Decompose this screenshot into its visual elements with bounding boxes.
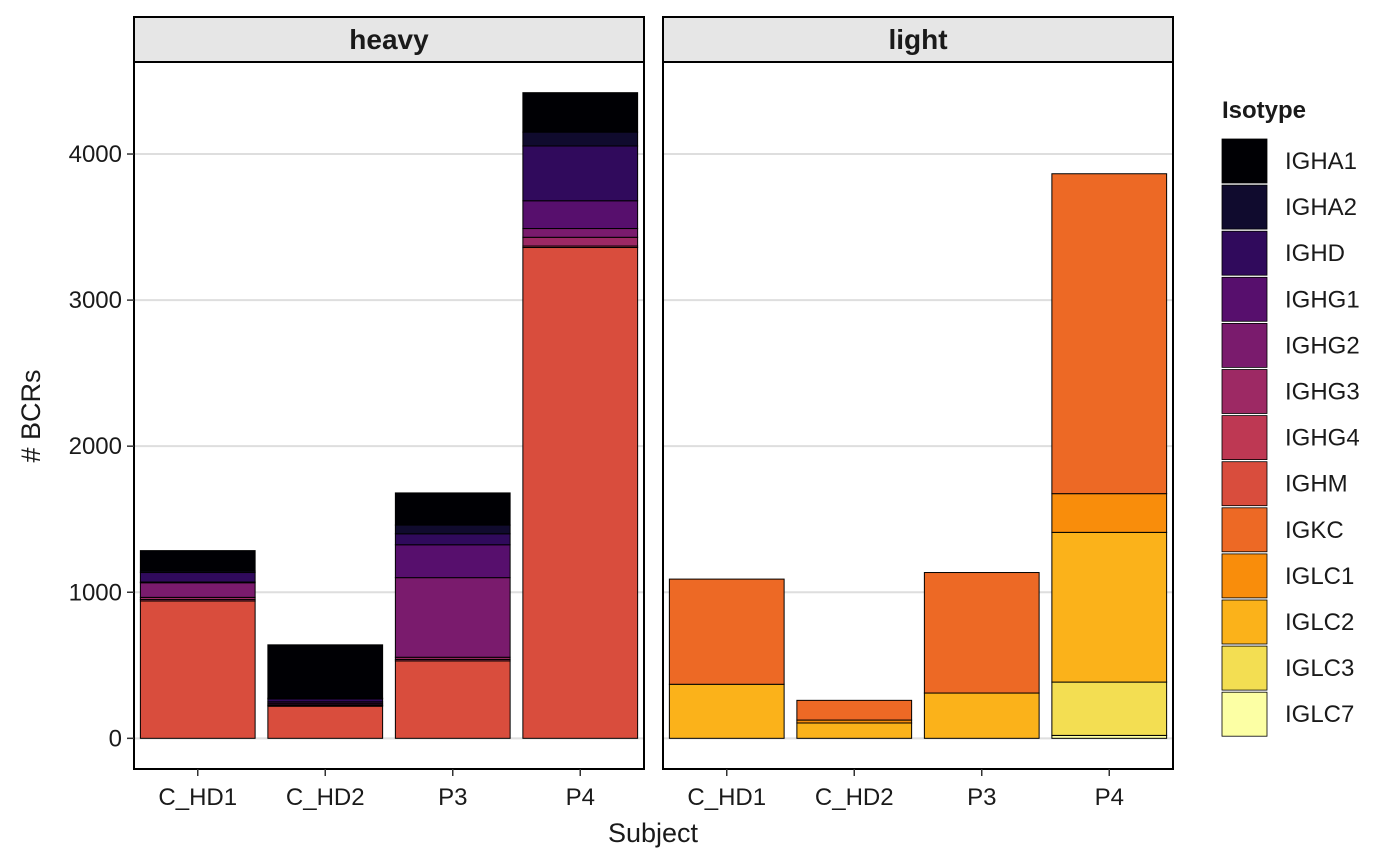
x-axis-title: Subject bbox=[608, 818, 699, 848]
bar-segment-light-P4-IGLC1 bbox=[1051, 493, 1168, 533]
bar-segment-heavy-P3-IGHA2 bbox=[394, 524, 511, 535]
legend-label: IGHA2 bbox=[1285, 194, 1357, 221]
legend-key-IGLC2 bbox=[1221, 599, 1268, 645]
legend: Isotype IGHA1 IGHA2 IGHD IGHG1 IGHG2 IGHG3 IGH… bbox=[1221, 97, 1360, 737]
bar-segment-heavy-P4-IGHD bbox=[522, 145, 639, 202]
strip-heavy bbox=[133, 16, 645, 63]
bar-segment-heavy-P3-IGHG1 bbox=[394, 544, 511, 579]
bar-segment-heavy-C_HD2-IGHA1 bbox=[267, 644, 384, 699]
legend-title: Isotype bbox=[1222, 97, 1306, 124]
strip-label: heavy bbox=[349, 24, 429, 55]
bar-segment-light-P4-IGKC bbox=[1051, 173, 1168, 495]
legend-key-IGLC3 bbox=[1221, 645, 1268, 691]
bar-segment-heavy-P4-IGHA1 bbox=[522, 92, 639, 133]
x-tick-label: C_HD1 bbox=[687, 784, 766, 811]
x-tick-label: C_HD2 bbox=[286, 784, 365, 811]
legend-key-IGHA1 bbox=[1221, 138, 1268, 184]
x-tick-label: P3 bbox=[967, 784, 996, 811]
bar-segment-heavy-P4-IGHG3 bbox=[522, 236, 639, 247]
legend-label: IGHG1 bbox=[1285, 286, 1360, 313]
bar-segment-heavy-P3-IGHA1 bbox=[394, 492, 511, 526]
legend-key-IGKC bbox=[1221, 507, 1268, 553]
legend-label: IGLC3 bbox=[1285, 655, 1354, 682]
legend-label: IGHG4 bbox=[1285, 425, 1360, 452]
legend-key-IGHA2 bbox=[1221, 184, 1268, 230]
bar-segment-light-C_HD1-IGKC bbox=[668, 578, 785, 685]
bar-segment-heavy-P3-IGHD bbox=[394, 533, 511, 546]
strip-light bbox=[662, 16, 1174, 63]
bar-segment-heavy-P3-IGHG2 bbox=[394, 577, 511, 658]
legend-label: IGHA1 bbox=[1285, 148, 1357, 175]
legend-key-IGLC7 bbox=[1221, 691, 1268, 737]
bar-segment-heavy-C_HD1-IGHD bbox=[139, 572, 256, 583]
bar-segment-light-P4-IGLC2 bbox=[1051, 531, 1168, 683]
legend-label: IGHG3 bbox=[1285, 379, 1360, 406]
panel-frames: heavy light bbox=[133, 16, 1174, 770]
bar-segment-heavy-P3-IGHM bbox=[394, 660, 511, 739]
legend-label: IGKC bbox=[1285, 517, 1344, 544]
legend-label: IGLC1 bbox=[1285, 563, 1354, 590]
bar-segment-heavy-P4-IGHG2 bbox=[522, 228, 639, 238]
bar-segment-light-P3-IGKC bbox=[923, 572, 1040, 694]
y-tick-label: 2000 bbox=[69, 433, 122, 460]
x-tick-label: P4 bbox=[1095, 784, 1124, 811]
bar-segment-heavy-P4-IGHM bbox=[522, 247, 639, 739]
strip-label: light bbox=[888, 24, 947, 55]
bar-segment-heavy-P4-IGHA2 bbox=[522, 131, 639, 147]
legend-key-IGHG1 bbox=[1221, 276, 1268, 322]
legend-label: IGLC7 bbox=[1285, 701, 1354, 728]
legend-key-IGHD bbox=[1221, 230, 1268, 276]
legend-key-IGHG4 bbox=[1221, 415, 1268, 461]
y-tick-label: 4000 bbox=[69, 141, 122, 168]
bar-segment-heavy-C_HD1-IGHG2 bbox=[139, 582, 256, 598]
bars bbox=[139, 92, 1168, 739]
bar-segment-light-P3-IGLC2 bbox=[923, 692, 1040, 739]
legend-label: IGHG2 bbox=[1285, 332, 1360, 359]
bar-segment-heavy-P4-IGHG1 bbox=[522, 200, 639, 230]
legend-label: IGLC2 bbox=[1285, 609, 1354, 636]
bar-segment-heavy-C_HD2-IGHM bbox=[267, 705, 384, 739]
x-tick-label: P4 bbox=[566, 784, 595, 811]
axes: C_HD1 C_HD2 P3 P4 C_HD1 C_HD2 P3 P4 0 1000 2000 300… bbox=[69, 141, 1124, 811]
legend-key-IGHG2 bbox=[1221, 322, 1268, 368]
bar-segment-light-C_HD1-IGLC2 bbox=[668, 683, 785, 739]
bar-segment-light-C_HD2-IGKC bbox=[796, 699, 913, 721]
bar-segment-light-P4-IGLC3 bbox=[1051, 681, 1168, 736]
y-tick-label: 0 bbox=[109, 725, 122, 752]
legend-label: IGHD bbox=[1285, 240, 1345, 267]
x-tick-label: P3 bbox=[438, 784, 467, 811]
y-tick-label: 1000 bbox=[69, 579, 122, 606]
bar-segment-light-C_HD2-IGLC2 bbox=[796, 722, 913, 739]
legend-key-IGLC1 bbox=[1221, 553, 1268, 599]
bar-segment-heavy-C_HD1-IGHM bbox=[139, 600, 256, 739]
y-tick-label: 3000 bbox=[69, 287, 122, 314]
bar-segment-heavy-C_HD1-IGHA1 bbox=[139, 550, 256, 572]
y-axis-title: # BCRs bbox=[16, 369, 46, 462]
legend-key-IGHM bbox=[1221, 461, 1268, 507]
legend-label: IGHM bbox=[1285, 471, 1348, 498]
legend-key-IGHG3 bbox=[1221, 369, 1268, 414]
x-tick-label: C_HD2 bbox=[815, 784, 894, 811]
x-tick-label: C_HD1 bbox=[158, 784, 237, 811]
